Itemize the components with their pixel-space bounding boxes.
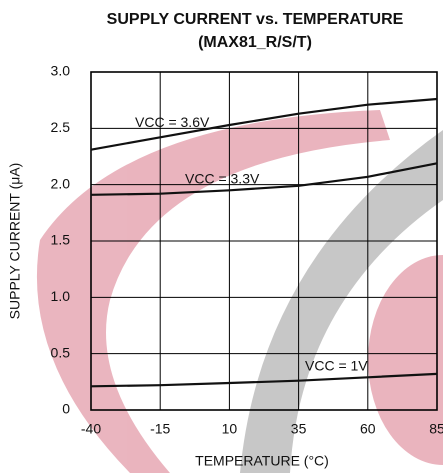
x-tick-label: -15	[150, 421, 170, 437]
chart-title: SUPPLY CURRENT vs. TEMPERATURE	[107, 11, 404, 28]
series-line	[90, 97, 438, 151]
x-tick-label: -40	[81, 421, 101, 437]
y-tick-label: 1.0	[51, 288, 71, 304]
y-tick-label: 0.5	[51, 344, 71, 360]
y-tick-label: 2.0	[51, 175, 71, 191]
series-label: VCC = 1V	[305, 357, 368, 373]
y-tick-label: 2.5	[51, 119, 71, 135]
watermark	[36, 110, 443, 473]
x-tick-label: 85	[429, 421, 443, 437]
x-tick-label: 35	[291, 421, 307, 437]
series-line	[90, 372, 438, 388]
y-tick-label: 1.5	[51, 232, 71, 248]
series-line	[90, 162, 438, 196]
y-tick-label: 0	[62, 401, 70, 417]
y-tick-label: 3.0	[51, 63, 71, 79]
series-label: VCC = 3.3V	[185, 170, 260, 186]
chart-subtitle: (MAX81_R/S/T)	[198, 34, 312, 51]
x-tick-label: 60	[360, 421, 376, 437]
plot-frame	[90, 71, 438, 411]
x-tick-label: 10	[222, 421, 238, 437]
series-label: VCC = 3.6V	[135, 114, 210, 130]
y-axis-label: SUPPLY CURRENT (μA)	[7, 163, 23, 320]
x-axis-label: TEMPERATURE (°C)	[195, 453, 329, 469]
